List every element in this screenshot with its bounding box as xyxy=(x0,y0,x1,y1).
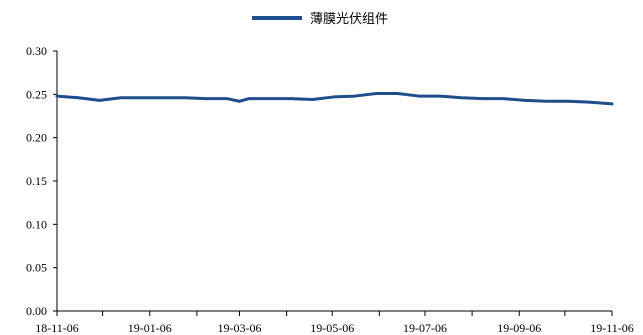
data-point xyxy=(566,100,570,103)
y-tick-label: 0.15 xyxy=(26,174,47,188)
data-point xyxy=(183,96,186,100)
x-tick-label: 18-11-06 xyxy=(35,321,79,335)
data-point xyxy=(162,96,165,100)
data-point xyxy=(204,97,208,100)
x-tick-label: 19-11-06 xyxy=(590,321,634,335)
data-point xyxy=(587,100,591,104)
data-point xyxy=(610,102,614,106)
legend: 薄膜光伏组件 xyxy=(252,12,388,27)
data-point xyxy=(238,100,241,103)
x-axis-ticks: 18-11-06 19-01-06 19-03-06 19-05-06 19-07-06… xyxy=(35,311,634,335)
y-tick-label: 0.10 xyxy=(26,217,47,231)
data-point xyxy=(417,94,421,98)
data-point xyxy=(226,97,229,100)
series-line xyxy=(55,91,614,106)
x-tick-label: 19-03-06 xyxy=(217,321,261,335)
data-point xyxy=(524,99,527,102)
data-point xyxy=(545,100,548,103)
data-point xyxy=(77,96,80,100)
x-tick-label: 19-09-06 xyxy=(497,321,541,335)
y-axis-ticks: 0.00 0.05 0.10 0.15 0.20 0.25 0.30 xyxy=(26,44,57,318)
y-tick-label: 0.20 xyxy=(26,131,47,145)
axes xyxy=(56,51,612,312)
data-point xyxy=(55,94,59,98)
data-point xyxy=(268,97,272,100)
x-tick-label: 19-05-06 xyxy=(310,321,354,335)
data-point xyxy=(460,96,463,100)
y-tick-label: 0.05 xyxy=(26,261,47,275)
data-point xyxy=(396,92,399,95)
series-layer xyxy=(55,91,614,106)
data-point xyxy=(311,98,314,101)
data-point xyxy=(481,97,484,100)
data-point xyxy=(98,99,101,102)
data-point xyxy=(332,95,335,99)
data-point xyxy=(140,96,144,100)
data-point xyxy=(353,94,357,98)
data-point xyxy=(289,97,293,100)
y-tick-label: 0.25 xyxy=(26,87,47,101)
data-point xyxy=(375,92,378,95)
data-point xyxy=(502,97,506,100)
y-tick-label: 0.30 xyxy=(26,44,47,58)
legend-label: 薄膜光伏组件 xyxy=(310,12,388,27)
data-point xyxy=(438,94,442,98)
data-point xyxy=(247,97,250,100)
data-point xyxy=(119,96,123,100)
y-tick-label: 0.00 xyxy=(26,304,47,318)
x-tick-label: 19-01-06 xyxy=(128,321,172,335)
x-tick-label: 19-07-06 xyxy=(403,321,447,335)
